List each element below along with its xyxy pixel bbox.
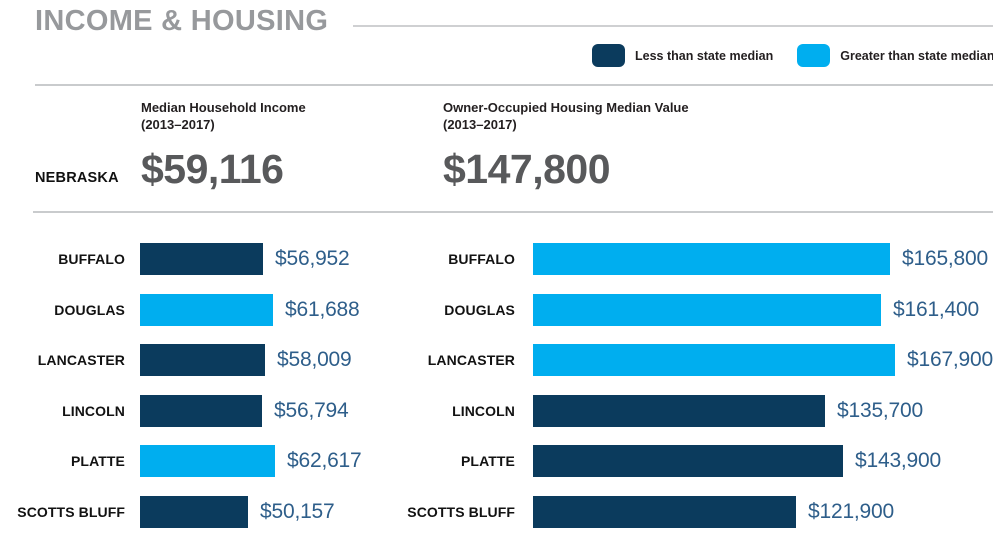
county-label: PLATTE — [460, 453, 515, 470]
bar — [140, 293, 273, 326]
legend-item-greater: Greater than state median — [797, 44, 993, 67]
county-label: LANCASTER — [37, 352, 125, 369]
county-label: LINCOLN — [62, 402, 125, 419]
stat-income: Median Household Income (2013–2017) $59,… — [141, 100, 306, 193]
page-title: INCOME & HOUSING — [35, 5, 329, 37]
stat-housing-period: (2013–2017) — [443, 116, 517, 132]
chart-row: BUFFALO $165,800 — [390, 243, 993, 275]
stat-housing: Owner-Occupied Housing Median Value (201… — [443, 100, 689, 193]
bar — [140, 344, 265, 377]
bar-value-label: $50,157 — [260, 499, 335, 523]
chart-row: LANCASTER $167,900 — [390, 344, 993, 377]
section-divider-line — [33, 211, 993, 213]
county-label: SCOTTS BLUFF — [407, 503, 515, 520]
bar-value-label: $56,952 — [275, 247, 350, 270]
bar — [140, 445, 275, 478]
bar — [140, 495, 248, 528]
chart-row: LINCOLN $56,794 — [0, 394, 362, 427]
county-label: DOUGLAS — [444, 301, 515, 318]
bar-value-label: $62,617 — [287, 449, 362, 473]
chart-row: DOUGLAS $161,400 — [390, 293, 993, 326]
stat-income-value: $59,116 — [141, 146, 284, 192]
bar-value-label: $143,900 — [855, 449, 941, 473]
chart-row: SCOTTS BLUFF $50,157 — [0, 495, 362, 528]
bar-value-label: $135,700 — [837, 398, 923, 422]
chart-row: BUFFALO $56,952 — [0, 243, 362, 275]
bar-value-label: $56,794 — [274, 398, 349, 422]
chart-row: DOUGLAS $61,688 — [0, 293, 362, 326]
bar-value-label: $121,900 — [808, 499, 894, 523]
legend-label: Greater than state median — [840, 48, 993, 63]
bar — [533, 293, 881, 326]
county-label: BUFFALO — [448, 251, 515, 267]
chart-row: PLATTE $143,900 — [390, 445, 993, 478]
legend-swatch-greater-icon — [797, 44, 831, 67]
bar — [533, 394, 825, 427]
title-divider-line — [353, 25, 993, 27]
bar-value-label: $61,688 — [285, 297, 360, 321]
chart-row: SCOTTS BLUFF $121,900 — [390, 495, 993, 528]
legend-item-less: Less than state median — [592, 44, 773, 67]
housing-chart: BUFFALO $165,800 DOUGLAS $161,400 LANCASTER $… — [390, 243, 993, 547]
legend: Less than state median Greater than stat… — [592, 44, 993, 67]
county-label: PLATTE — [70, 453, 125, 470]
bar — [140, 394, 262, 427]
bar-value-label: $167,900 — [907, 348, 993, 372]
stat-income-period: (2013–2017) — [141, 116, 215, 132]
bar-value-label: $58,009 — [277, 348, 352, 372]
county-label: SCOTTS BLUFF — [17, 503, 125, 520]
bar-value-label: $165,800 — [902, 247, 988, 270]
bar — [140, 243, 263, 275]
chart-row: LINCOLN $135,700 — [390, 394, 993, 427]
bar — [533, 344, 895, 377]
stat-housing-heading: Owner-Occupied Housing Median Value — [443, 100, 689, 115]
stat-income-heading: Median Household Income — [141, 100, 306, 115]
bar — [533, 243, 890, 275]
bar — [533, 445, 843, 478]
county-label: LINCOLN — [452, 402, 515, 419]
bar — [533, 495, 796, 528]
stat-housing-value: $147,800 — [443, 146, 611, 192]
county-label: LANCASTER — [427, 352, 515, 369]
legend-swatch-less-icon — [592, 44, 625, 67]
header-divider-line — [35, 84, 993, 86]
county-label: BUFFALO — [58, 251, 125, 267]
bar-value-label: $161,400 — [893, 297, 979, 321]
legend-label: Less than state median — [635, 48, 774, 63]
income-chart: BUFFALO $56,952 DOUGLAS $61,688 LANCASTER $58… — [0, 243, 362, 547]
state-label: NEBRASKA — [35, 170, 119, 186]
chart-row: LANCASTER $58,009 — [0, 344, 362, 377]
county-label: DOUGLAS — [54, 301, 125, 318]
chart-row: PLATTE $62,617 — [0, 445, 362, 478]
